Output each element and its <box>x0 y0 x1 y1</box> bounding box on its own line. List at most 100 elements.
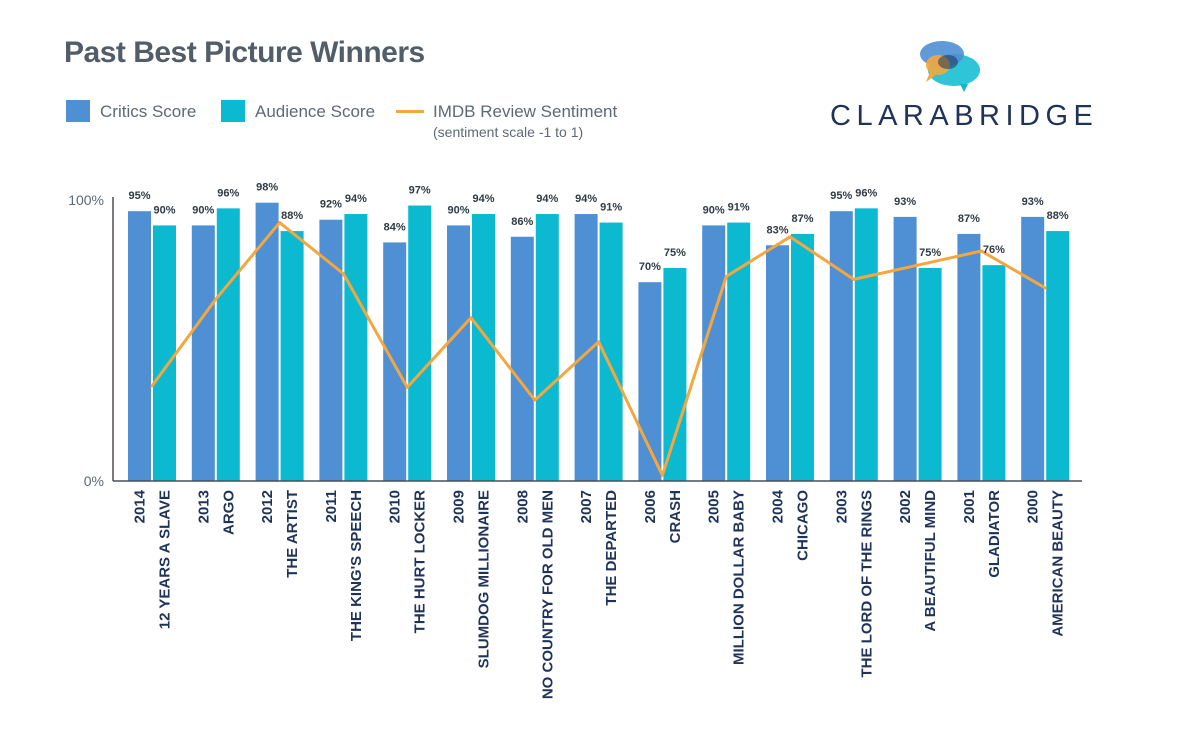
y-tick-100: 100% <box>68 192 104 208</box>
label-critics-2002: 93% <box>894 196 916 208</box>
bar-audience-2013 <box>216 208 240 482</box>
bar-critics-2009 <box>447 225 470 481</box>
bar-audience-2010 <box>408 205 432 481</box>
imdb-point-2009 <box>469 316 473 320</box>
x-title-2004: CHICAGO <box>795 490 812 561</box>
label-audience-2003: 96% <box>855 187 877 199</box>
y-tick-0: 0% <box>84 473 104 489</box>
label-critics-2010: 84% <box>384 221 406 233</box>
bar-critics-2011 <box>319 219 343 481</box>
label-audience-2001: 76% <box>983 244 1005 256</box>
label-critics-2006: 70% <box>639 261 661 273</box>
x-year-2011: 2011 <box>323 490 340 523</box>
bars-group <box>128 202 1070 482</box>
x-year-2012: 2012 <box>259 490 276 523</box>
clarabridge-logo: CLARABRIDGE <box>830 40 1093 132</box>
x-year-2000: 2000 <box>1025 490 1042 523</box>
x-title-2008: NO COUNTRY FOR OLD MEN <box>539 490 556 699</box>
label-audience-2000: 88% <box>1047 210 1069 222</box>
label-audience-2012: 88% <box>281 210 303 222</box>
label-audience-2007: 91% <box>600 202 622 214</box>
imdb-point-2001 <box>979 249 983 253</box>
x-title-2000: AMERICAN BEAUTY <box>1050 490 1067 637</box>
label-critics-2009: 90% <box>447 204 469 216</box>
label-audience-2002: 75% <box>919 247 941 259</box>
imdb-point-2003 <box>852 277 856 281</box>
legend-imdb-sublabel: (sentiment scale -1 to 1) <box>433 124 584 140</box>
bar-audience-2011 <box>344 214 368 482</box>
bar-critics-2012 <box>255 202 279 481</box>
bar-audience-2002 <box>918 268 942 481</box>
label-critics-2004: 83% <box>766 224 788 236</box>
bar-audience-2000 <box>1046 231 1070 481</box>
bar-audience-2009 <box>472 214 495 482</box>
x-title-2013: ARGO <box>220 490 237 535</box>
bar-audience-2006 <box>663 268 687 481</box>
imdb-point-2013 <box>214 297 218 301</box>
logo-text: CLARABRIDGE <box>830 100 1099 132</box>
speech-bubbles-icon <box>920 41 980 92</box>
bar-critics-2000 <box>1021 216 1045 481</box>
x-title-2009: SLUMDOG MILLIONAIRE <box>476 490 493 668</box>
bar-audience-2004 <box>791 233 814 481</box>
bar-audience-2005 <box>727 222 751 481</box>
label-audience-2004: 87% <box>791 213 813 225</box>
label-critics-2011: 92% <box>320 199 342 211</box>
label-critics-2012: 98% <box>256 182 278 194</box>
x-year-2005: 2005 <box>706 490 723 523</box>
x-title-2012: THE ARTIST <box>284 490 301 578</box>
imdb-line-group <box>150 221 1047 477</box>
label-critics-2001: 87% <box>958 213 980 225</box>
axes-group: 100% 0% <box>68 192 1082 489</box>
label-critics-2000: 93% <box>1022 196 1044 208</box>
x-title-2001: GLADIATOR <box>986 490 1003 578</box>
x-year-2009: 2009 <box>451 490 468 523</box>
x-title-2002: A BEAUTIFUL MIND <box>922 490 939 632</box>
label-audience-2005: 91% <box>728 202 750 214</box>
x-year-2001: 2001 <box>961 490 978 523</box>
bar-audience-2001 <box>982 265 1006 481</box>
bar-critics-2001 <box>957 233 981 481</box>
x-year-2013: 2013 <box>195 490 212 523</box>
label-audience-2014: 90% <box>153 204 175 216</box>
data-labels-group: 95%90% 90%96% 98%88%92% 94%84%97%90%94%86%9… <box>128 182 1068 274</box>
bar-critics-2008 <box>510 236 534 481</box>
x-year-2010: 2010 <box>387 490 404 523</box>
x-year-2003: 2003 <box>833 490 850 523</box>
bar-audience-2007 <box>599 222 623 481</box>
legend-imdb-label: IMDB Review Sentiment <box>433 102 618 121</box>
x-year-2006: 2006 <box>642 490 659 523</box>
label-audience-2010: 97% <box>409 185 431 197</box>
x-year-2002: 2002 <box>897 490 914 523</box>
legend-audience-label: Audience Score <box>255 102 376 121</box>
imdb-point-2012 <box>278 221 282 225</box>
x-year-2007: 2007 <box>578 490 595 523</box>
imdb-point-2004 <box>788 235 792 239</box>
bar-critics-2003 <box>829 211 853 481</box>
bar-critics-2007 <box>574 214 598 482</box>
bar-audience-2014 <box>153 225 176 481</box>
legend-audience-swatch <box>221 100 245 122</box>
label-critics-2005: 90% <box>703 204 725 216</box>
bar-audience-2012 <box>280 231 304 481</box>
label-critics-2013: 90% <box>192 204 214 216</box>
bar-critics-2010 <box>383 242 407 481</box>
label-audience-2013: 96% <box>217 187 239 199</box>
label-audience-2008: 94% <box>536 193 558 205</box>
imdb-point-2005 <box>724 275 728 279</box>
bar-critics-2006 <box>638 282 662 481</box>
label-audience-2011: 94% <box>345 193 367 205</box>
x-title-2014: 12 YEARS A SLAVE <box>157 490 174 629</box>
label-critics-2008: 86% <box>511 216 533 228</box>
imdb-point-2014 <box>150 384 154 388</box>
label-audience-2006: 75% <box>664 247 686 259</box>
x-title-2005: MILLION DOLLAR BABY <box>731 490 748 665</box>
label-audience-2009: 94% <box>472 193 494 205</box>
x-year-2008: 2008 <box>514 490 531 523</box>
label-critics-2014: 95% <box>128 190 150 202</box>
bar-critics-2005 <box>702 225 726 481</box>
chart-title: Past Best Picture Winners <box>64 36 425 69</box>
bar-critics-2014 <box>128 211 151 481</box>
bar-critics-2013 <box>191 225 215 481</box>
